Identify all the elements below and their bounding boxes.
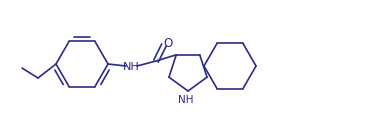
Text: NH: NH <box>122 61 139 71</box>
Text: O: O <box>163 37 173 50</box>
Text: NH: NH <box>178 94 194 104</box>
